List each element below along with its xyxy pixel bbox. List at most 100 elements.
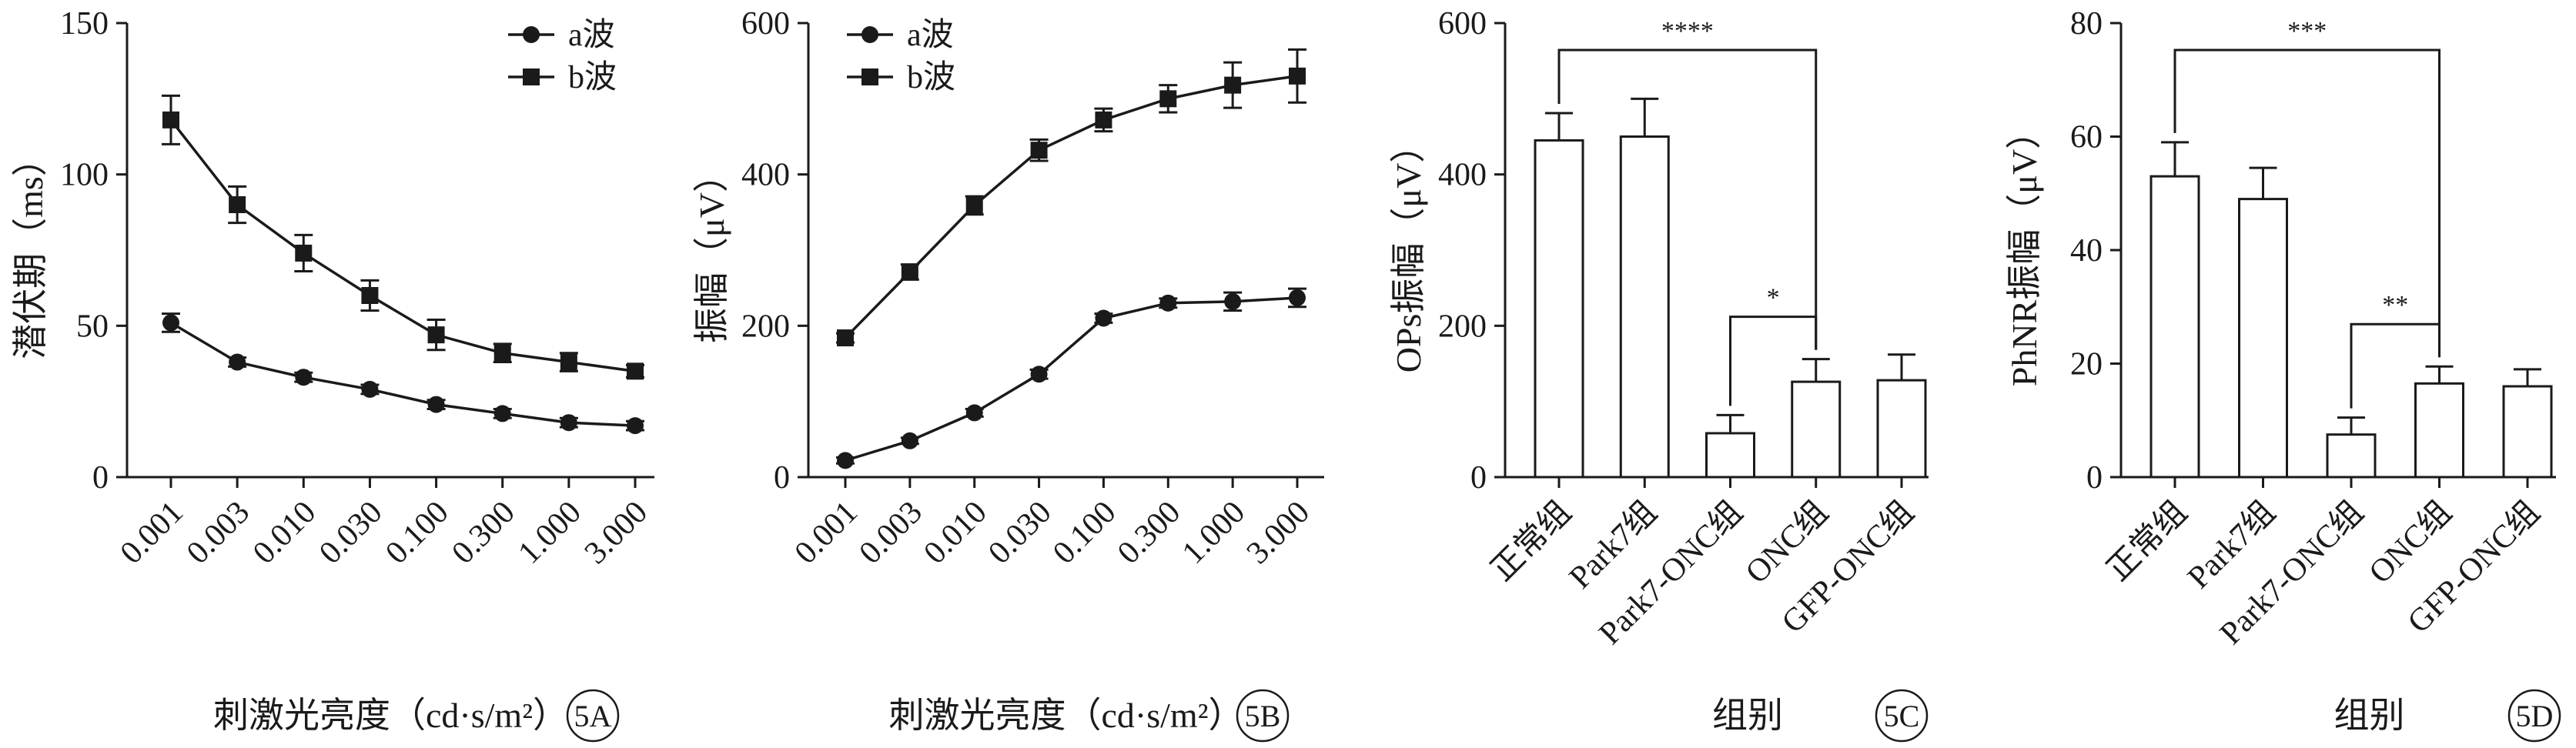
significance-label: * xyxy=(1767,284,1780,312)
data-point xyxy=(1030,366,1048,383)
y-tick-label: 0 xyxy=(92,460,109,496)
panel-tag-label: 5C xyxy=(1884,699,1920,733)
x-tick-label: 0.100 xyxy=(379,495,455,571)
x-tick-label: 0.030 xyxy=(313,495,389,571)
data-point xyxy=(627,417,644,435)
data-point xyxy=(560,353,577,371)
y-tick-label: 200 xyxy=(741,309,790,344)
data-point xyxy=(1095,111,1112,129)
legend-marker xyxy=(861,26,878,43)
bar xyxy=(1705,432,1755,479)
data-point xyxy=(295,369,313,386)
bar xyxy=(1534,139,1584,479)
x-tick-label: 0.001 xyxy=(788,495,865,571)
x-tick-label: 0.001 xyxy=(114,495,190,571)
data-point xyxy=(965,404,983,422)
bar xyxy=(2238,198,2288,479)
x-tick-label: 0.003 xyxy=(180,495,256,571)
bar xyxy=(2414,382,2464,479)
legend-label: a波 xyxy=(907,18,954,53)
data-point xyxy=(427,326,445,344)
panel-tag-circle xyxy=(2507,689,2561,743)
legend-label: b波 xyxy=(568,60,617,95)
data-point xyxy=(901,432,918,449)
y-tick-label: 150 xyxy=(60,6,109,42)
data-point xyxy=(1289,67,1306,85)
x-tick-label: 正常组 xyxy=(2100,495,2194,589)
panel-5c: 0200400600OPs振幅（μV）正常组Park7组Park7-ONC组ON… xyxy=(1389,6,1929,743)
panel-tag-circle xyxy=(566,689,620,743)
significance-label: ** xyxy=(2382,291,2408,319)
bar xyxy=(1876,379,1927,479)
panel-5b: 0 200 400 600 振幅（μV） 0.0010.0030.0100.0300.10… xyxy=(692,6,1324,743)
x-axis-title: 刺激光亮度（cd·s/m²） xyxy=(213,696,568,735)
y-tick-label: 200 xyxy=(1438,309,1487,344)
data-point xyxy=(361,380,379,398)
panel-5a: 0 50 100 150 潜伏期（ms） 0.0010.0030.0100.0300.10… xyxy=(11,6,654,743)
y-axis-title: PhNR振幅（μV） xyxy=(2005,114,2044,386)
x-tick-label: 3.000 xyxy=(1240,495,1316,571)
data-point xyxy=(1095,309,1112,327)
data-point xyxy=(1159,294,1177,312)
data-point xyxy=(1224,76,1242,94)
data-point xyxy=(162,111,179,129)
data-point xyxy=(965,196,983,214)
y-axis-title: 振幅（μV） xyxy=(692,157,731,343)
x-tick-label: 3.000 xyxy=(578,495,654,571)
series-line-0 xyxy=(170,321,636,427)
significance-bracket xyxy=(2173,48,2441,358)
x-axis-title: 组别 xyxy=(2334,696,2405,735)
y-tick-label: 0 xyxy=(774,460,790,496)
x-tick-label: 0.100 xyxy=(1046,495,1122,571)
y-tick-label: 50 xyxy=(76,309,109,344)
data-point xyxy=(295,244,313,262)
x-tick-label: 正常组 xyxy=(1484,495,1578,589)
panel-5d: 020406080PhNR振幅（μV）正常组Park7组Park7-ONC组ON… xyxy=(2005,6,2561,743)
y-tick-label: 0 xyxy=(2086,460,2103,496)
panel-tag-label: 5A xyxy=(574,699,612,733)
significance-label: *** xyxy=(2287,17,2327,45)
significance-label: **** xyxy=(1661,17,1714,45)
y-tick-label: 40 xyxy=(2070,233,2103,269)
bar xyxy=(2149,175,2200,479)
y-tick-label: 20 xyxy=(2070,347,2103,382)
legend-label: b波 xyxy=(907,60,955,95)
x-axis-title: 刺激光亮度（cd·s/m²） xyxy=(889,696,1244,735)
data-point xyxy=(560,414,577,432)
data-point xyxy=(162,314,179,332)
data-point xyxy=(493,344,511,362)
data-point xyxy=(427,396,445,413)
data-point xyxy=(627,362,644,380)
y-tick-label: 600 xyxy=(741,6,790,42)
x-tick-label: 0.030 xyxy=(982,495,1058,571)
x-tick-label: 0.300 xyxy=(1111,495,1187,571)
data-point xyxy=(493,405,511,422)
x-tick-label: 0.003 xyxy=(853,495,929,571)
x-tick-label: 0.010 xyxy=(246,495,323,571)
x-axis-title: 组别 xyxy=(1712,696,1783,735)
panel-tag-label: 5D xyxy=(2516,699,2554,733)
y-tick-label: 400 xyxy=(1438,158,1487,193)
data-point xyxy=(1159,90,1177,108)
significance-bracket xyxy=(2350,322,2441,409)
significance-bracket xyxy=(1729,316,1818,406)
data-point xyxy=(1030,142,1048,159)
x-tick-label: 0.300 xyxy=(445,495,521,571)
data-point xyxy=(837,452,854,469)
series-line-0 xyxy=(845,296,1298,462)
series-line-1 xyxy=(169,119,636,373)
data-point xyxy=(901,263,918,281)
data-point xyxy=(229,353,246,371)
panel-tag-circle xyxy=(1875,689,1929,743)
significance-bracket xyxy=(1557,48,1818,350)
x-tick-label: 0.010 xyxy=(917,495,993,571)
legend-marker xyxy=(523,68,540,85)
legend-label: a波 xyxy=(568,18,615,53)
y-tick-label: 100 xyxy=(60,158,109,193)
bar xyxy=(2326,433,2377,479)
y-tick-label: 60 xyxy=(2070,120,2103,155)
y-axis-title: OPs振幅（μV） xyxy=(1389,128,1428,373)
legend-marker xyxy=(523,26,540,43)
